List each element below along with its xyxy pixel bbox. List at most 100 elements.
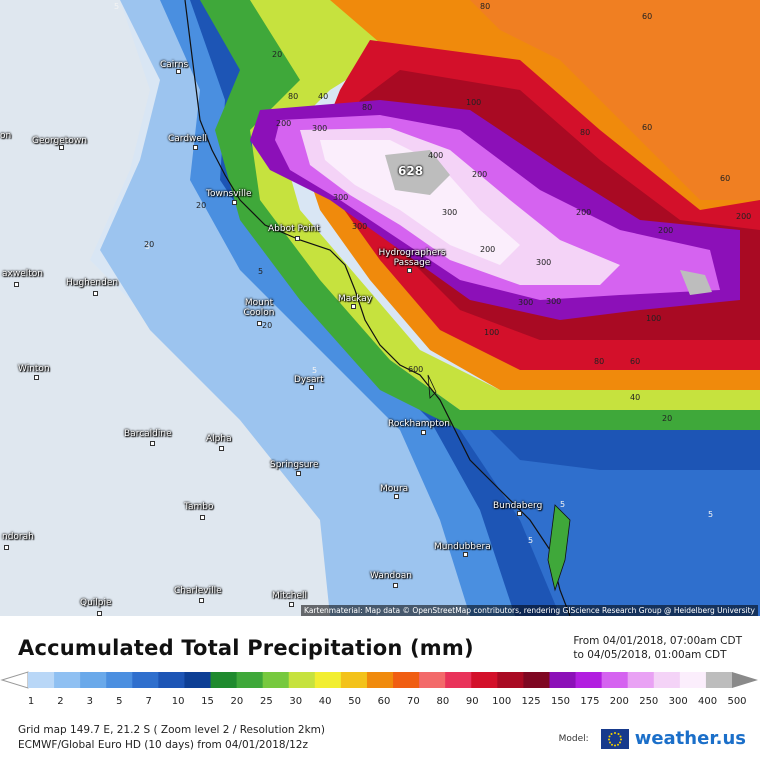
contour-label: 5 xyxy=(312,366,318,375)
city-marker xyxy=(14,282,19,287)
city-label-springsure[interactable]: Springsure xyxy=(270,460,319,470)
city-label-on[interactable]: on xyxy=(0,131,12,141)
contour-label: 300 xyxy=(333,193,349,202)
scale-swatch xyxy=(132,672,159,688)
contour-label: 40 xyxy=(318,92,329,101)
city-label-mundubbera[interactable]: Mundubbera xyxy=(434,542,491,552)
scale-swatch xyxy=(393,672,420,688)
city-label-quilpie[interactable]: Quilpie xyxy=(80,598,112,608)
contour-label: 60 xyxy=(642,123,653,132)
city-label-abbot-point[interactable]: Abbot Point xyxy=(268,224,320,234)
city-label-townsville[interactable]: Townsville xyxy=(206,189,252,199)
precipitation-field xyxy=(100,0,760,616)
contour-label: 200 xyxy=(472,170,488,179)
brand-logo[interactable]: weather.us xyxy=(634,728,746,749)
legend-panel: Accumulated Total Precipitation (mm) Fro… xyxy=(0,616,760,760)
precipitation-map[interactable]: 628 5 5 20 80 80 40 80 60 60 80 60 200 3… xyxy=(0,0,760,616)
scale-swatch xyxy=(314,672,342,688)
scale-tick-label: 50 xyxy=(348,696,361,707)
city-label-hughenden[interactable]: Hughenden xyxy=(66,278,119,288)
city-marker xyxy=(200,515,205,520)
contour-label: 100 xyxy=(466,98,482,107)
peak-value-label: 628 xyxy=(398,164,424,178)
scale-swatch xyxy=(54,672,81,688)
city-marker xyxy=(199,598,204,603)
scale-tick-label: 2 xyxy=(57,696,64,707)
contour-label: 80 xyxy=(580,128,591,137)
city-label-bundaberg[interactable]: Bundaberg xyxy=(493,501,543,511)
city-label-barcaldine[interactable]: Barcaldine xyxy=(124,429,172,439)
city-marker xyxy=(4,545,9,550)
city-label-mount-coolon[interactable]: Mount Coolon xyxy=(243,298,275,318)
city-label-charleville[interactable]: Charleville xyxy=(174,586,222,596)
contour-label: 5 xyxy=(708,510,714,519)
scale-swatch xyxy=(679,672,707,688)
scale-tick-label: 125 xyxy=(521,696,541,707)
city-label-dysart[interactable]: Dysart xyxy=(294,375,324,385)
city-label-hydrographers-passage[interactable]: Hydrographers Passage xyxy=(378,248,446,268)
contour-label: 5 xyxy=(528,536,534,545)
time-period: From 04/01/2018, 07:00am CDT to 04/05/20… xyxy=(573,634,742,662)
scale-tick-label: 500 xyxy=(727,696,747,707)
contour-label: 5 xyxy=(258,267,264,276)
scale-tick-label: 90 xyxy=(465,696,479,707)
city-marker xyxy=(289,602,294,607)
scale-swatch xyxy=(340,672,368,688)
city-marker xyxy=(34,375,39,380)
contour-label: 5 xyxy=(145,242,151,251)
contour-label: 5 xyxy=(114,2,120,11)
contour-label: 300 xyxy=(518,298,534,307)
model-run-info: ECMWF/Global Euro HD (10 days) from 04/0… xyxy=(18,739,308,751)
scale-tick-label: 60 xyxy=(377,696,391,707)
scale-swatch xyxy=(262,672,290,688)
contour-label: 400 xyxy=(428,151,444,160)
scale-swatch xyxy=(288,672,316,688)
scale-tick-label: 25 xyxy=(259,696,273,707)
scale-swatch xyxy=(601,672,629,688)
scale-arrow-left xyxy=(0,671,29,689)
city-marker xyxy=(232,200,237,205)
grid-info: Grid map 149.7 E, 21.2 S ( Zoom level 2 … xyxy=(18,723,325,753)
contour-label: 600 xyxy=(408,365,424,374)
scale-swatch xyxy=(705,672,733,688)
contour-label: 300 xyxy=(352,222,368,231)
map-attribution: Kartenmaterial: Map data © OpenStreetMap… xyxy=(301,605,758,616)
city-marker xyxy=(351,304,356,309)
city-label-mackay[interactable]: Mackay xyxy=(338,294,373,304)
scale-tick-label: 70 xyxy=(407,696,420,707)
scale-tick-label: 300 xyxy=(668,696,688,707)
city-label-axwelton[interactable]: axwelton xyxy=(2,269,43,279)
model-brand[interactable]: Model: weather.us xyxy=(559,728,746,749)
city-marker xyxy=(93,291,98,296)
city-label-georgetown[interactable]: Georgetown xyxy=(32,136,87,146)
city-label-winton[interactable]: Winton xyxy=(18,364,50,374)
city-label-cardwell[interactable]: Cardwell xyxy=(168,134,207,144)
city-label-rockhampton[interactable]: Rockhampton xyxy=(388,419,450,429)
city-marker xyxy=(295,236,300,241)
city-label-ndorah[interactable]: ndorah xyxy=(2,532,34,542)
city-marker xyxy=(393,583,398,588)
city-label-mitchell[interactable]: Mitchell xyxy=(272,591,307,601)
city-label-alpha[interactable]: Alpha xyxy=(206,434,232,444)
scale-tick-label: 20 xyxy=(230,696,244,707)
city-marker xyxy=(193,145,198,150)
contour-label: 100 xyxy=(484,328,500,337)
city-label-moura[interactable]: Moura xyxy=(380,484,409,494)
city-label-tambo[interactable]: Tambo xyxy=(184,502,214,512)
scale-swatch xyxy=(471,672,498,688)
scale-swatch xyxy=(653,672,681,688)
city-marker xyxy=(463,552,468,557)
scale-tick-label: 200 xyxy=(609,696,629,707)
city-label-cairns[interactable]: Cairns xyxy=(160,60,189,70)
city-marker xyxy=(257,321,262,326)
scale-swatch xyxy=(419,672,446,688)
scale-tick-label: 15 xyxy=(201,696,214,707)
scale-tick-label: 250 xyxy=(639,696,659,707)
contour-label: 60 xyxy=(630,357,641,366)
city-label-wandoan[interactable]: Wandoan xyxy=(370,571,412,581)
contour-label: 5 xyxy=(560,500,566,509)
scale-tick-label: 175 xyxy=(580,696,600,707)
contour-label: 80 xyxy=(362,103,373,112)
scale-tick-label: 400 xyxy=(698,696,718,707)
contour-label: 80 xyxy=(288,92,299,101)
